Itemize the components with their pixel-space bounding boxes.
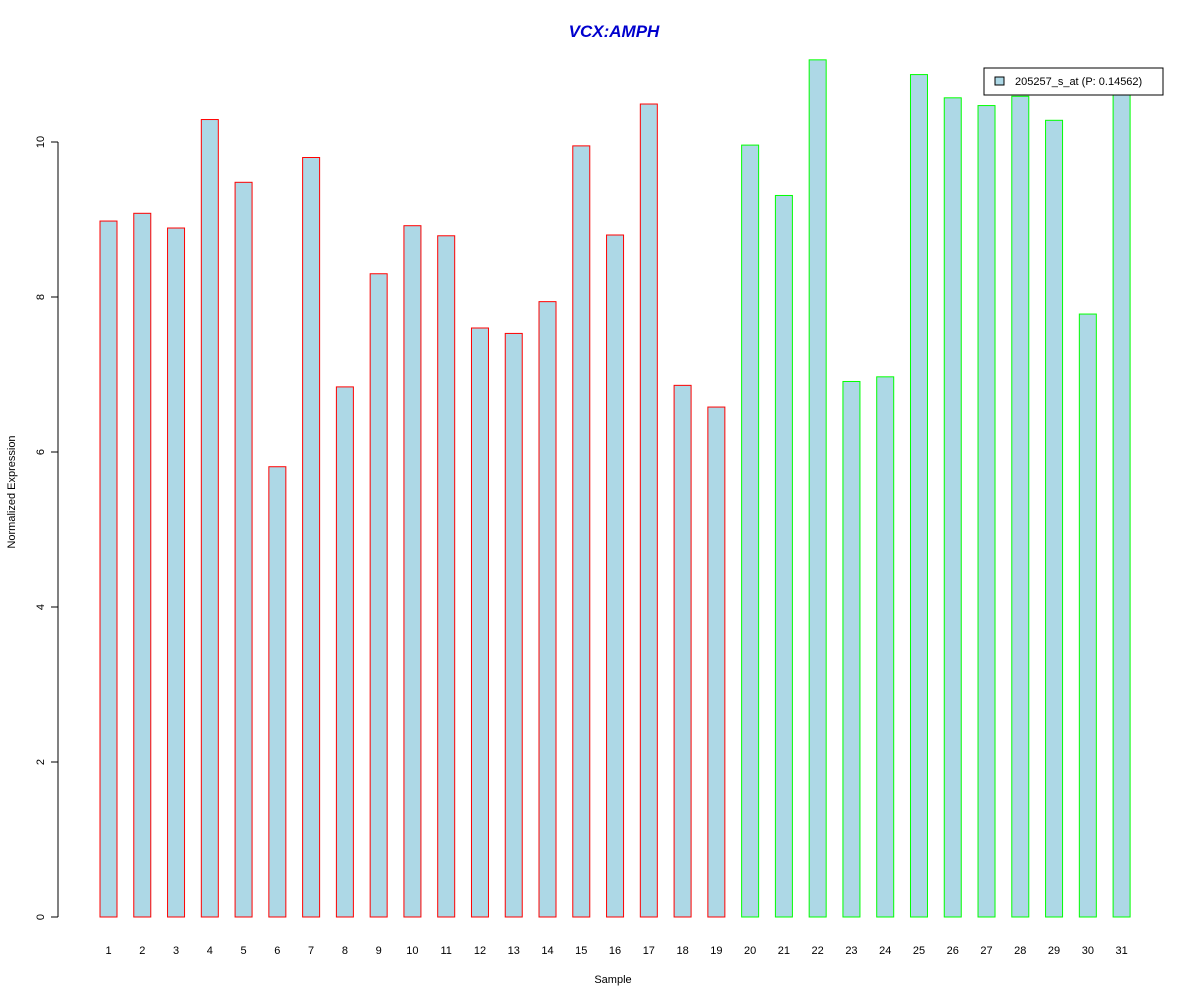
bar-sample-26: [943, 97, 962, 918]
bar-sample-21: [774, 194, 793, 918]
x-tick-label: 6: [274, 945, 280, 957]
x-tick-label: 15: [575, 945, 587, 957]
x-tick-label: 5: [241, 945, 247, 957]
bar-sample-6: [268, 466, 287, 918]
bar-sample-30: [1078, 313, 1097, 918]
x-tick-label: 11: [440, 945, 451, 957]
legend-swatch: [994, 76, 1005, 86]
chart-title: VCX:AMPH: [569, 22, 660, 41]
x-axis-label: Sample: [594, 974, 631, 986]
bar-sample-27: [977, 105, 996, 918]
bar-sample-15: [572, 145, 591, 918]
x-tick-label: 3: [173, 945, 179, 957]
x-tick-label: 24: [879, 945, 891, 957]
y-tick-label: 6: [35, 449, 47, 455]
x-tick-label: 17: [643, 945, 655, 957]
bars: [99, 59, 1131, 918]
x-tick-label: 13: [508, 945, 520, 957]
bar-sample-29: [1045, 119, 1064, 918]
x-tick-label: 2: [139, 945, 145, 957]
x-tick-label: 1: [105, 945, 111, 957]
bar-sample-5: [234, 181, 253, 918]
y-tick-label: 0: [35, 914, 47, 920]
legend: 205257_s_at (P: 0.14562): [983, 67, 1164, 96]
bar-sample-4: [200, 119, 219, 918]
bar-sample-22: [808, 59, 827, 918]
x-tick-label: 21: [778, 945, 790, 957]
x-tick-label: 18: [676, 945, 688, 957]
y-axis: 0 2 4 6 8 10: [35, 136, 59, 920]
x-tick-label: 4: [207, 945, 213, 957]
bar-sample-28: [1011, 95, 1030, 918]
y-tick-label: 10: [35, 136, 47, 148]
legend-box: [983, 67, 1164, 96]
bar-sample-2: [133, 212, 152, 918]
x-tick-label: 9: [376, 945, 382, 957]
x-tick-label: 14: [541, 945, 553, 957]
bar-sample-9: [369, 273, 388, 918]
bar-sample-17: [639, 103, 658, 918]
x-tick-label: 22: [812, 945, 824, 957]
bar-sample-12: [470, 327, 489, 918]
x-tick-label: 26: [947, 945, 959, 957]
x-tick-label: 7: [308, 945, 314, 957]
y-axis-label: Normalized Expression: [6, 435, 18, 548]
x-tick-label: 12: [474, 945, 486, 957]
bar-sample-31: [1112, 93, 1131, 918]
x-tick-label: 8: [342, 945, 348, 957]
bar-sample-3: [167, 227, 186, 918]
bar-sample-7: [302, 157, 321, 918]
bar-sample-20: [741, 144, 760, 918]
x-tick-label: 30: [1082, 945, 1094, 957]
x-tick-label: 28: [1014, 945, 1026, 957]
legend-label: 205257_s_at (P: 0.14562): [1015, 76, 1142, 88]
x-tick-label: 25: [913, 945, 925, 957]
x-tick-label: 29: [1048, 945, 1060, 957]
bar-sample-11: [437, 235, 456, 918]
bar-sample-8: [335, 386, 354, 918]
y-tick-label: 2: [35, 759, 47, 765]
bar-sample-10: [403, 225, 422, 918]
y-tick-label: 8: [35, 294, 47, 300]
x-tick-label: 31: [1115, 945, 1127, 957]
bar-sample-24: [876, 376, 895, 918]
bar-sample-19: [707, 406, 726, 918]
x-tick-label: 27: [980, 945, 992, 957]
bar-sample-16: [606, 234, 625, 918]
x-tick-label: 23: [845, 945, 857, 957]
x-tick-label: 10: [406, 945, 418, 957]
x-tick-label: 20: [744, 945, 756, 957]
bar-sample-25: [909, 74, 928, 918]
bar-sample-18: [673, 384, 692, 918]
bar-sample-14: [538, 301, 557, 918]
x-tick-label: 16: [609, 945, 621, 957]
y-tick-label: 4: [35, 604, 47, 610]
x-tick-labels: 1 2 3 4 5 6 7 8 9 10 11 12 13 14 15 16 17 18 19 20 21 22 23 24 2…: [105, 945, 1127, 957]
bar-sample-1: [99, 220, 118, 918]
x-tick-label: 19: [710, 945, 722, 957]
bar-sample-13: [504, 332, 523, 918]
bar-sample-23: [842, 380, 861, 918]
